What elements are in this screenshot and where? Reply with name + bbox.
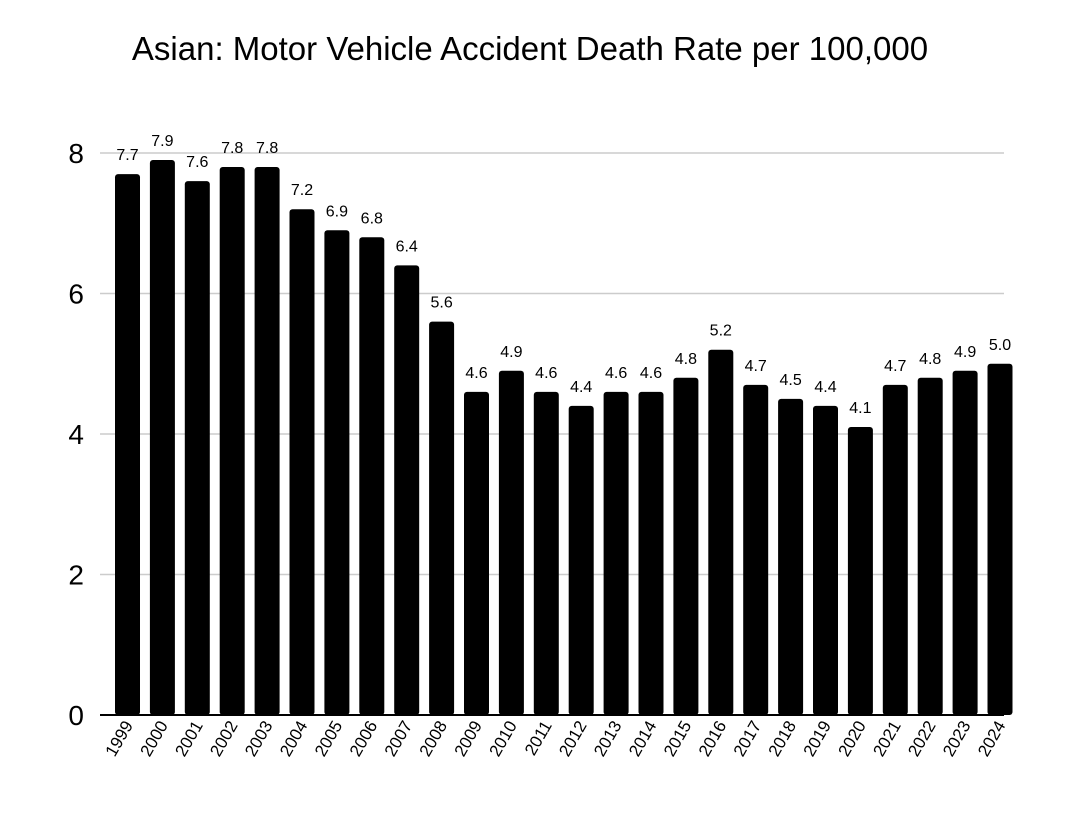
bar-2009	[464, 391, 489, 715]
data-label: 5.0	[989, 337, 1011, 354]
data-label: 7.8	[221, 140, 243, 157]
data-label: 4.8	[675, 351, 697, 368]
bar-2021	[882, 384, 908, 715]
bar-1999	[115, 174, 140, 715]
data-label: 4.4	[814, 379, 836, 396]
bar-2012	[568, 405, 594, 715]
y-tick-label: 6	[68, 279, 84, 310]
x-axis-ticks: 1999 2000 2001 2002 2003 2004 2005 2006 2007 2008…	[102, 718, 1010, 760]
bars	[115, 160, 1013, 716]
x-tick-label: 2010	[485, 718, 520, 760]
x-tick-label: 2007	[381, 718, 416, 760]
x-tick-label: 2009	[451, 718, 486, 760]
x-tick-label: 2023	[939, 718, 974, 760]
x-tick-label: 2004	[276, 718, 311, 760]
chart-title: Asian: Motor Vehicle Accident Death Rate…	[131, 30, 929, 67]
data-label: 7.8	[256, 140, 278, 157]
data-label: 4.9	[500, 344, 522, 361]
data-label: 7.2	[291, 182, 313, 199]
data-label: 6.4	[396, 238, 418, 255]
bar-2015	[673, 377, 699, 715]
bar-2014	[638, 391, 664, 715]
x-tick-label: 2005	[311, 718, 346, 760]
x-tick-label: 2003	[241, 718, 276, 760]
y-tick-label: 2	[68, 560, 84, 591]
bar-2020	[847, 426, 873, 715]
data-label: 5.2	[710, 323, 732, 340]
bar-2000	[149, 160, 175, 715]
x-tick-label: 1999	[102, 718, 137, 760]
bar-2022	[917, 377, 943, 715]
data-label: 4.7	[884, 358, 906, 375]
x-tick-label: 2000	[136, 718, 171, 760]
bar-2008	[429, 321, 455, 715]
y-tick-label: 4	[68, 419, 84, 450]
x-tick-label: 2020	[834, 718, 869, 760]
bar-2006	[359, 237, 385, 716]
data-label: 4.6	[605, 365, 627, 382]
bar-2010	[498, 370, 524, 715]
y-axis-ticks: 0 2 4 6 8	[68, 138, 84, 731]
bar-2001	[184, 181, 210, 716]
bar-2018	[778, 398, 804, 715]
x-tick-label: 2019	[800, 718, 835, 760]
x-tick-label: 2001	[171, 718, 206, 760]
data-label: 4.8	[919, 351, 941, 368]
bar-2016	[708, 349, 734, 715]
bar-2011	[533, 391, 559, 715]
y-tick-label: 0	[68, 700, 84, 731]
x-tick-label: 2017	[730, 718, 765, 760]
x-tick-label: 2016	[695, 718, 730, 760]
bar-2002	[219, 167, 245, 716]
x-tick-label: 2008	[416, 718, 451, 760]
x-tick-label: 2022	[904, 718, 939, 760]
data-label: 6.9	[326, 203, 348, 220]
data-label: 4.1	[849, 400, 871, 417]
data-label: 4.6	[465, 365, 487, 382]
bar-2007	[394, 265, 420, 715]
x-tick-label: 2014	[625, 718, 660, 760]
data-label: 7.7	[116, 147, 138, 164]
bar-2023	[952, 370, 978, 715]
x-tick-label: 2002	[206, 718, 241, 760]
y-tick-label: 8	[68, 138, 84, 169]
bar-2013	[603, 391, 629, 715]
x-tick-label: 2011	[521, 718, 556, 759]
data-label: 5.6	[430, 295, 452, 312]
data-label: 7.6	[186, 154, 208, 171]
bar-2017	[743, 384, 769, 715]
data-label: 4.6	[535, 365, 557, 382]
data-label: 7.9	[151, 133, 173, 150]
x-tick-label: 2021	[869, 718, 904, 760]
x-tick-label: 2018	[765, 718, 800, 760]
data-label: 4.5	[779, 372, 801, 389]
bar-2004	[289, 209, 315, 715]
bar-2003	[254, 167, 280, 716]
data-label: 4.4	[570, 379, 592, 396]
data-label: 6.8	[361, 210, 383, 227]
x-tick-label: 2015	[660, 718, 695, 760]
data-labels: 7.7 7.9 7.6 7.8 7.8 7.2 6.9 6.8 6.4 5.6 4.6 4.9 4.6 4…	[116, 133, 1011, 417]
x-tick-label: 2013	[590, 718, 625, 760]
x-tick-label: 2006	[346, 718, 381, 760]
data-label: 4.9	[954, 344, 976, 361]
data-label: 4.7	[745, 358, 767, 375]
bar-2005	[324, 230, 350, 715]
x-tick-label: 2012	[555, 718, 590, 760]
bar-2024	[987, 363, 1013, 715]
bar-2019	[813, 405, 838, 715]
data-label: 4.6	[640, 365, 662, 382]
x-tick-label: 2024	[974, 718, 1009, 760]
